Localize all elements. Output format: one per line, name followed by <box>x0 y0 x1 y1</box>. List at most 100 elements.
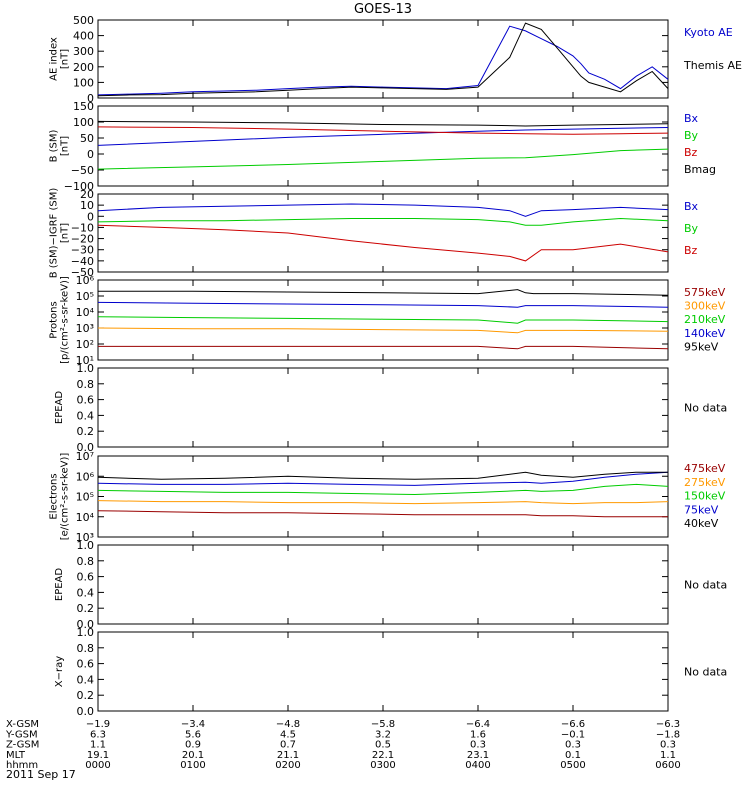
ephemeris-value: −6.6 <box>561 719 585 730</box>
ephemeris-value: 0100 <box>180 760 205 771</box>
ephemeris-value: 0600 <box>655 760 680 771</box>
legend-300kev: 300keV <box>684 300 726 313</box>
ephemeris-row-label: X-GSM <box>6 719 39 730</box>
y-tick-label: −40 <box>71 255 94 268</box>
ephemeris-value: 23.1 <box>467 750 489 761</box>
legend-95kev: 95keV <box>684 340 719 353</box>
series-line-95kev <box>98 289 669 296</box>
ephemeris-value: 0200 <box>275 760 300 771</box>
y-tick-label: 400 <box>73 30 94 43</box>
y-axis-label: [p/(cm²-s-sr-keV)] <box>60 276 71 364</box>
y-tick-label: 0.2 <box>77 425 95 438</box>
panel-2: 150 100 50 0 −50 −100 B (SM) [nT] Bx By Bz Bmag <box>49 100 717 193</box>
y-tick-label: 10⁴ <box>76 511 95 524</box>
series-line-150kev <box>97 483 669 496</box>
series-line-210kev <box>97 316 669 324</box>
y-tick-label: 100 <box>73 76 94 89</box>
y-tick-label: 150 <box>73 100 94 113</box>
ephemeris-value: 0.9 <box>185 740 201 751</box>
series-line-140kev <box>97 301 669 308</box>
ephemeris-value: −6.4 <box>466 719 490 730</box>
ephemeris-value: 5.6 <box>185 729 201 740</box>
y-axis-label: AE index <box>49 37 60 81</box>
y-tick-label: 0.6 <box>77 571 95 584</box>
y-tick-label: 10 <box>80 199 94 212</box>
ephemeris-row-label: hhmm <box>6 760 38 771</box>
ephemeris-value: 0.1 <box>565 750 581 761</box>
y-tick-label: 1.0 <box>77 539 95 552</box>
panel-8: 1.0 0.8 0.6 0.4 0.2 0.0 X−ray No data <box>54 626 727 718</box>
y-tick-label: 10⁴ <box>76 306 95 319</box>
legend-by: By <box>684 222 699 235</box>
y-tick-label: 0.4 <box>77 586 95 599</box>
ephemeris-value: 0400 <box>465 760 490 771</box>
ephemeris-value: 0500 <box>560 760 585 771</box>
ephemeris-value: −3.4 <box>181 719 205 730</box>
panel-1: 500 400 300 200 100 0 AE index [nT] Kyoto AE Them… <box>49 14 742 105</box>
y-tick-label: 0 <box>87 210 94 223</box>
legend-275kev: 275keV <box>684 476 726 489</box>
y-tick-label: −20 <box>71 233 94 246</box>
series-line-75kev <box>97 471 669 486</box>
y-axis-label: [nT] <box>60 136 71 156</box>
y-tick-label: 10⁶ <box>76 470 95 483</box>
ephemeris-value: 4.5 <box>280 729 296 740</box>
ephemeris-value: 0.7 <box>280 740 296 751</box>
y-tick-label: 0 <box>87 92 94 105</box>
ephemeris-value: −6.3 <box>656 719 680 730</box>
legend-by: By <box>684 129 699 142</box>
panel-frame <box>97 193 669 273</box>
ephemeris-value: 1.1 <box>90 740 106 751</box>
legend-575kev: 575keV <box>684 286 726 299</box>
y-axis-label: [nT] <box>60 49 71 69</box>
ephemeris-value: 1.1 <box>660 750 676 761</box>
y-tick-label: 1.0 <box>77 362 95 375</box>
series-line-by <box>97 148 669 170</box>
date-label: 2011 Sep 17 <box>6 768 76 781</box>
y-tick-label: 0.8 <box>77 378 95 391</box>
ephemeris-value: 3.2 <box>375 729 391 740</box>
legend-75kev: 75keV <box>684 503 719 516</box>
legend-bz: Bz <box>684 244 698 257</box>
chart-title: GOES-13 <box>354 2 412 17</box>
series-line-275kev <box>97 500 669 505</box>
panel-frame <box>97 544 669 625</box>
panel-frame <box>97 105 669 187</box>
y-tick-label: 0.2 <box>77 689 95 702</box>
y-tick-label: −30 <box>71 244 94 257</box>
y-tick-label: 10⁷ <box>76 450 94 463</box>
y-tick-label: 0.2 <box>77 602 95 615</box>
ephemeris-row-label: Y-GSM <box>5 729 38 740</box>
series-line-bz <box>97 224 669 262</box>
y-tick-label: 0.6 <box>77 394 95 407</box>
y-axis-label: EPEAD <box>54 568 65 602</box>
y-tick-label: 10⁶ <box>76 274 95 287</box>
ephemeris-value: −5.8 <box>371 719 395 730</box>
y-axis-label: B (SM) <box>49 129 60 162</box>
legend-bx: Bx <box>684 200 699 213</box>
y-axis-label: [e/(cm²-s-sr-keV)] <box>60 453 71 541</box>
series-line-bx <box>97 127 669 146</box>
y-tick-label: 10³ <box>76 531 94 544</box>
series-line-kyoto-ae <box>97 25 669 96</box>
y-tick-label: 200 <box>73 61 94 74</box>
ephemeris-value: 0.3 <box>660 740 676 751</box>
ephemeris-value: 1.6 <box>470 729 486 740</box>
series-line-40kev <box>97 471 668 480</box>
y-tick-label: −50 <box>71 266 94 279</box>
series-line-themis-ae <box>97 22 669 97</box>
y-axis-label: B (SM)−IGRF (SM) <box>49 188 60 279</box>
legend-140kev: 140keV <box>684 327 726 340</box>
y-tick-label: −50 <box>71 164 94 177</box>
legend-bmag: Bmag <box>684 163 716 176</box>
panel-5: 1.0 0.8 0.6 0.4 0.2 0.0 EPEAD No data <box>54 362 727 454</box>
y-tick-label: 0.4 <box>77 673 95 686</box>
series-line-by <box>97 217 669 226</box>
y-tick-label: 0.0 <box>77 705 95 718</box>
ephemeris-value: 19.1 <box>87 750 109 761</box>
ephemeris-value: 0.3 <box>565 740 581 751</box>
series-line-475kev <box>97 510 668 518</box>
ephemeris-value: 0300 <box>370 760 395 771</box>
legend-bz: Bz <box>684 146 698 159</box>
